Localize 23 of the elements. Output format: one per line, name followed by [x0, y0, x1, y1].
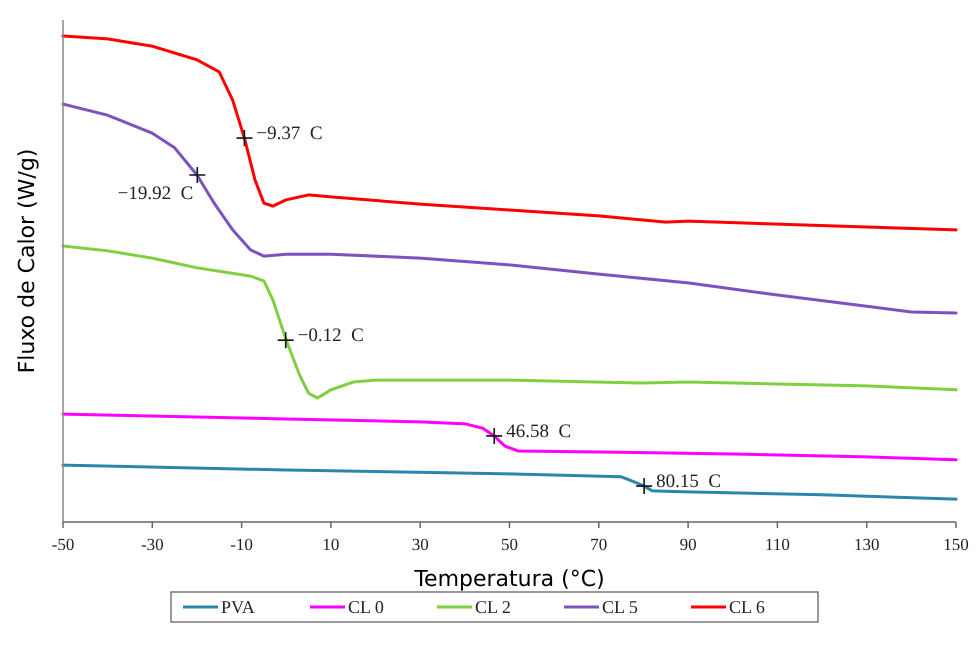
x-tick-label: 30 — [412, 535, 429, 554]
legend-label: CL 2 — [475, 597, 511, 617]
y-axis-title: Fluxo de Calor (W/g) — [15, 148, 40, 374]
x-tick-label: -50 — [52, 535, 74, 554]
x-axis-title: Temperatura (°C) — [413, 567, 605, 592]
annotation: −0.12 C — [298, 325, 364, 346]
annotation: −9.37 C — [256, 123, 323, 144]
legend-label: CL 5 — [602, 597, 638, 617]
x-tick-label: 50 — [501, 535, 518, 554]
x-tick-label: -10 — [230, 535, 253, 554]
legend-label: PVA — [221, 597, 255, 617]
x-tick-label: 70 — [590, 535, 608, 554]
x-tick-label: 90 — [680, 535, 697, 554]
legend-label: CL 6 — [729, 597, 765, 617]
annotation: 46.58 C — [506, 420, 572, 442]
x-tick-label: 10 — [322, 535, 340, 554]
x-tick-label: -30 — [140, 535, 164, 554]
legend-label: CL 0 — [348, 597, 384, 617]
x-tick-label: 130 — [854, 535, 880, 554]
annotation: −19.92 C — [118, 182, 194, 204]
annotation: 80.15 C — [656, 471, 722, 492]
x-tick-label: 150 — [943, 535, 969, 554]
x-tick-label: 110 — [764, 535, 790, 554]
